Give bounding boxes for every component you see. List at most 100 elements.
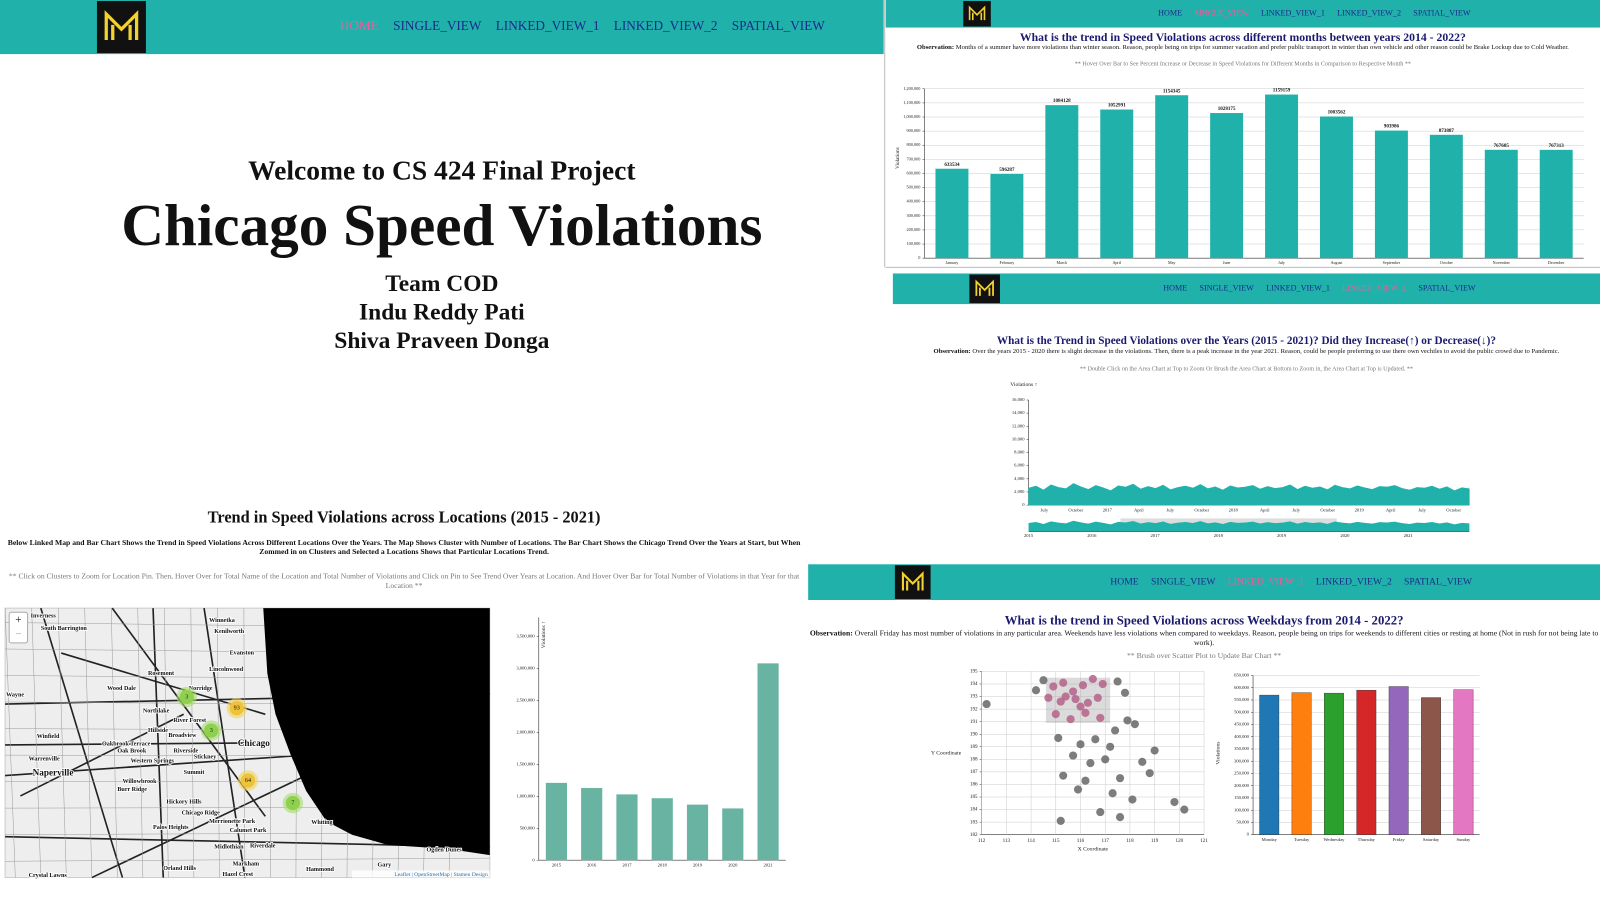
point: [1056, 697, 1065, 706]
street: [4, 608, 16, 878]
map-place: Burr Ridge: [117, 787, 147, 793]
nav-link[interactable]: SPATIAL_VIEW: [1404, 576, 1473, 587]
y-tick-label: 2,500,000: [516, 697, 535, 703]
x-tick-label: July: [1418, 507, 1426, 512]
logo-mark: [104, 10, 139, 41]
map-place: Markham: [233, 862, 259, 868]
x-tick-label: April: [1112, 260, 1121, 265]
bar: [1539, 149, 1573, 259]
nav-link[interactable]: SINGLE_VIEW: [1151, 576, 1216, 587]
bar: [1155, 95, 1189, 259]
panel-title: What is the Trend in Speed Violations ov…: [996, 334, 1496, 347]
map: Inverness South Barrington Winnetka Kenilwo…: [4, 607, 491, 880]
nav-link[interactable]: HOME: [340, 18, 379, 33]
context-tick-label: 2019: [1277, 533, 1287, 538]
map-place: Hammond: [306, 867, 334, 873]
point: [1083, 698, 1092, 707]
map-place: Northlake: [143, 709, 170, 715]
y-tick-label: 191: [970, 719, 978, 725]
member: Indu Reddy Pati: [359, 298, 525, 325]
y-tick-label: 2,000: [1014, 489, 1025, 495]
x-tick-label: 2021: [763, 862, 773, 867]
y-tick-label: 192: [970, 706, 978, 712]
nav-link[interactable]: SPATIAL_VIEW: [1418, 284, 1476, 293]
point: [1069, 687, 1078, 696]
point: [1150, 746, 1159, 755]
map-place: Calumet Park: [230, 828, 267, 834]
value-label: 596287: [999, 167, 1015, 173]
point: [1180, 805, 1189, 814]
x-tick-label: 113: [1003, 838, 1011, 844]
nav-link[interactable]: LINKED_VIEW_2: [614, 18, 718, 33]
observation-text: Overall Friday has most number of violat…: [854, 628, 1599, 647]
street: [31, 608, 42, 878]
y-tick-label: 8,000: [1014, 450, 1025, 456]
y-tick-label: 200,000: [907, 227, 921, 233]
y-tick-label: 194: [970, 681, 978, 687]
y-tick-label: 100,000: [1234, 807, 1250, 813]
bar: [990, 173, 1024, 259]
nav-link[interactable]: LINKED_VIEW_1: [1261, 9, 1325, 18]
nav-link[interactable]: HOME: [1163, 284, 1187, 293]
point: [1088, 674, 1097, 684]
nav-link[interactable]: HOME: [1158, 9, 1182, 18]
x-tick-label: February: [1000, 260, 1016, 265]
x-tick-label: Wednesday: [1323, 837, 1345, 842]
home-title: Chicago Speed Violations: [121, 191, 763, 259]
y-tick-label: 300,000: [1234, 758, 1250, 764]
nav-link[interactable]: LINKED_VIEW_1: [1228, 576, 1304, 587]
point: [1059, 678, 1068, 687]
bar: [1100, 109, 1134, 259]
point: [1051, 710, 1060, 719]
value-label: 767685: [1494, 143, 1510, 149]
x-tick-label: Sunday: [1457, 837, 1471, 842]
x-tick-label: May: [1168, 260, 1176, 265]
nav-link[interactable]: LINKED_VIEW_1: [496, 18, 600, 33]
bar: [651, 798, 673, 861]
nav-link[interactable]: LINKED_VIEW_2: [1316, 576, 1392, 587]
nav-link[interactable]: SINGLE_VIEW: [1200, 284, 1255, 293]
y-tick-label: 6,000: [1014, 463, 1025, 469]
map-place: Summit: [184, 770, 205, 776]
logo-mark: [975, 279, 994, 296]
map-place: South Barrington: [41, 626, 88, 632]
map-place: Winnetka: [209, 618, 235, 624]
nav-link[interactable]: LINKED_VIEW_2: [1342, 284, 1406, 293]
nav-link[interactable]: SINGLE_VIEW: [393, 18, 482, 33]
street: [84, 608, 93, 878]
x-tick-label: 115: [1052, 838, 1060, 844]
point: [1073, 785, 1083, 794]
street: [164, 608, 169, 878]
y-tick-label: 250,000: [1234, 771, 1250, 777]
point: [1086, 759, 1095, 768]
nav-link[interactable]: LINKED_VIEW_1: [1266, 284, 1330, 293]
attribution[interactable]: Leaflet | OpenStreetMap | Stamen Design: [394, 871, 488, 878]
y-tick-label: 900,000: [907, 128, 921, 134]
x-tick-label: March: [1056, 260, 1067, 265]
x-tick-label: August: [1331, 260, 1344, 265]
point: [1069, 751, 1078, 760]
nav-bar: [0, 0, 884, 55]
map-place: Stickney: [194, 755, 216, 761]
map-place: Rosemont: [148, 671, 174, 677]
nav-link[interactable]: HOME: [1110, 576, 1139, 587]
x-tick-label: 116: [1077, 838, 1085, 844]
hint: ** Double Click on the Area Chart at Top…: [1079, 366, 1414, 373]
map-place: Western Springs: [131, 759, 175, 765]
nav-link[interactable]: SPATIAL_VIEW: [732, 18, 825, 33]
nav-link[interactable]: SPATIAL_VIEW: [1413, 9, 1471, 18]
bar: [545, 782, 567, 861]
x-tick-label: July: [1040, 507, 1048, 512]
x-tick-label: October: [1320, 507, 1335, 512]
context-area: [1028, 520, 1470, 532]
y-tick-label: 1,100,000: [903, 100, 920, 106]
zoom-out[interactable]: −: [15, 628, 21, 640]
nav-link[interactable]: SINGLE_VIEW: [1194, 9, 1249, 18]
zoom-in[interactable]: +: [15, 614, 21, 626]
y-tick-label: 1,200,000: [903, 86, 920, 92]
nav-link[interactable]: LINKED_VIEW_2: [1337, 9, 1401, 18]
y-tick-label: 500,000: [520, 825, 536, 831]
y-tick-label: 182: [970, 832, 978, 838]
